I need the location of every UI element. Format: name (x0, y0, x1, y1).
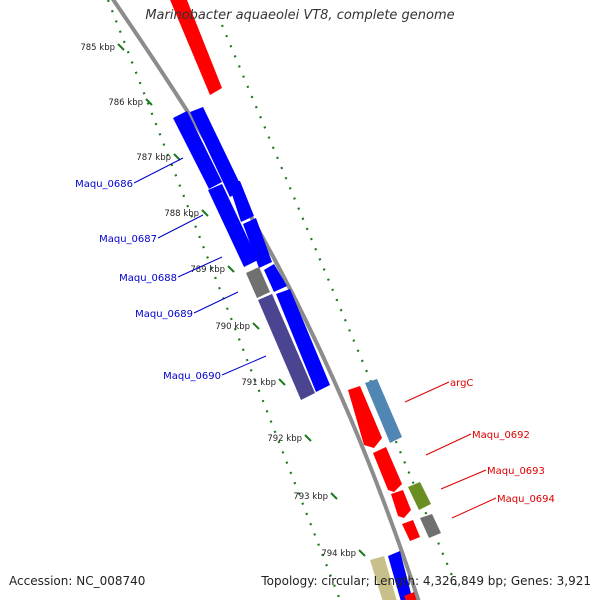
gene-feature-maqu-0686[interactable] (173, 111, 222, 189)
gene-feature-blue-g[interactable] (264, 264, 287, 292)
gene-feature-red-small[interactable] (402, 520, 420, 541)
gene-feature-maqu-0689[interactable] (258, 294, 315, 400)
ruler-tick-label: 794 kbp (321, 549, 356, 559)
gene-feature-khaki[interactable] (370, 556, 398, 600)
ruler-tick-label: 791 kbp (241, 378, 276, 388)
gene-feature-steelblue[interactable] (365, 379, 402, 443)
gene-feature-blue-e[interactable] (243, 218, 272, 268)
gene-feature-argc[interactable] (348, 386, 382, 448)
gene-label[interactable]: Maqu_0686 (75, 179, 133, 190)
ruler-tick (201, 209, 209, 217)
gene-callout-line (193, 291, 239, 314)
ruler-tick (145, 98, 153, 106)
gene-features (168, 0, 441, 600)
gene-callout-line (157, 214, 204, 239)
ruler-tick-label: 792 kbp (267, 434, 302, 444)
gene-label[interactable]: argC (450, 378, 473, 389)
gene-callout-line (177, 256, 223, 278)
gene-label[interactable]: Maqu_0694 (497, 494, 555, 505)
gene-callout-line (133, 157, 184, 184)
guide-line-1 (106, 0, 342, 600)
ruler-tick-label: 790 kbp (215, 322, 250, 332)
ruler-tick (358, 549, 366, 557)
gene-feature-red-bottom[interactable] (404, 592, 418, 600)
gene-label[interactable]: Maqu_0688 (119, 273, 177, 284)
ruler-tick (278, 378, 286, 386)
gene-feature-maqu-0688[interactable] (246, 267, 270, 298)
ruler-tick-label: 787 kbp (136, 153, 171, 163)
gene-label[interactable]: Maqu_0690 (163, 371, 221, 382)
gene-callouts: Maqu_0686 Maqu_0687 Maqu_0688 Maqu_0689 Maqu… (75, 157, 555, 519)
gene-callout-line (404, 381, 450, 403)
gene-callout-line (221, 355, 267, 376)
ruler-ticks: 785 kbp 786 kbp 787 kbp 788 kbp 789 kbp 790 k… (80, 43, 366, 559)
gene-feature-blue-d[interactable] (228, 181, 254, 222)
ruler-tick (227, 265, 235, 273)
gene-feature-maqu-0690[interactable] (276, 289, 330, 392)
ruler-tick (117, 43, 125, 51)
gene-feature-maqu-0693[interactable] (391, 490, 411, 518)
ruler-tick-label: 788 kbp (164, 209, 199, 219)
ruler-tick (173, 153, 181, 161)
accession-text: Accession: NC_008740 (9, 574, 146, 588)
gene-callout-line (440, 469, 487, 490)
ruler-tick (252, 322, 260, 330)
gene-label[interactable]: Maqu_0692 (472, 430, 530, 441)
gene-label[interactable]: Maqu_0687 (99, 234, 157, 245)
gene-feature-maqu-0687[interactable] (208, 184, 258, 267)
backbone-line (110, 0, 421, 600)
genome-summary-text: Topology: circular; Length: 4,326,849 bp… (261, 574, 591, 588)
genome-backbone (110, 0, 421, 600)
ruler-tick-label: 785 kbp (80, 43, 115, 53)
map-title: Marinobacter aquaeolei VT8, complete gen… (145, 8, 455, 23)
ruler-tick-label: 786 kbp (108, 98, 143, 108)
gene-callout-line (425, 433, 472, 456)
gene-label[interactable]: Maqu_0693 (487, 466, 545, 477)
ruler-tick-label: 789 kbp (190, 265, 225, 275)
gene-callout-line (451, 497, 497, 519)
gene-feature-blue-b[interactable] (190, 107, 243, 197)
gene-feature-maqu-0694[interactable] (420, 514, 441, 538)
ruler-tick-label: 793 kbp (293, 492, 328, 502)
gene-label[interactable]: Maqu_0689 (135, 309, 193, 320)
ruler-tick (304, 434, 312, 442)
gene-feature-red-top[interactable] (168, 0, 222, 95)
ruler-tick (330, 492, 338, 500)
gene-feature-blue-bottom[interactable] (388, 551, 414, 600)
gene-feature-olive[interactable] (408, 482, 431, 510)
gene-feature-maqu-0692[interactable] (373, 447, 402, 492)
